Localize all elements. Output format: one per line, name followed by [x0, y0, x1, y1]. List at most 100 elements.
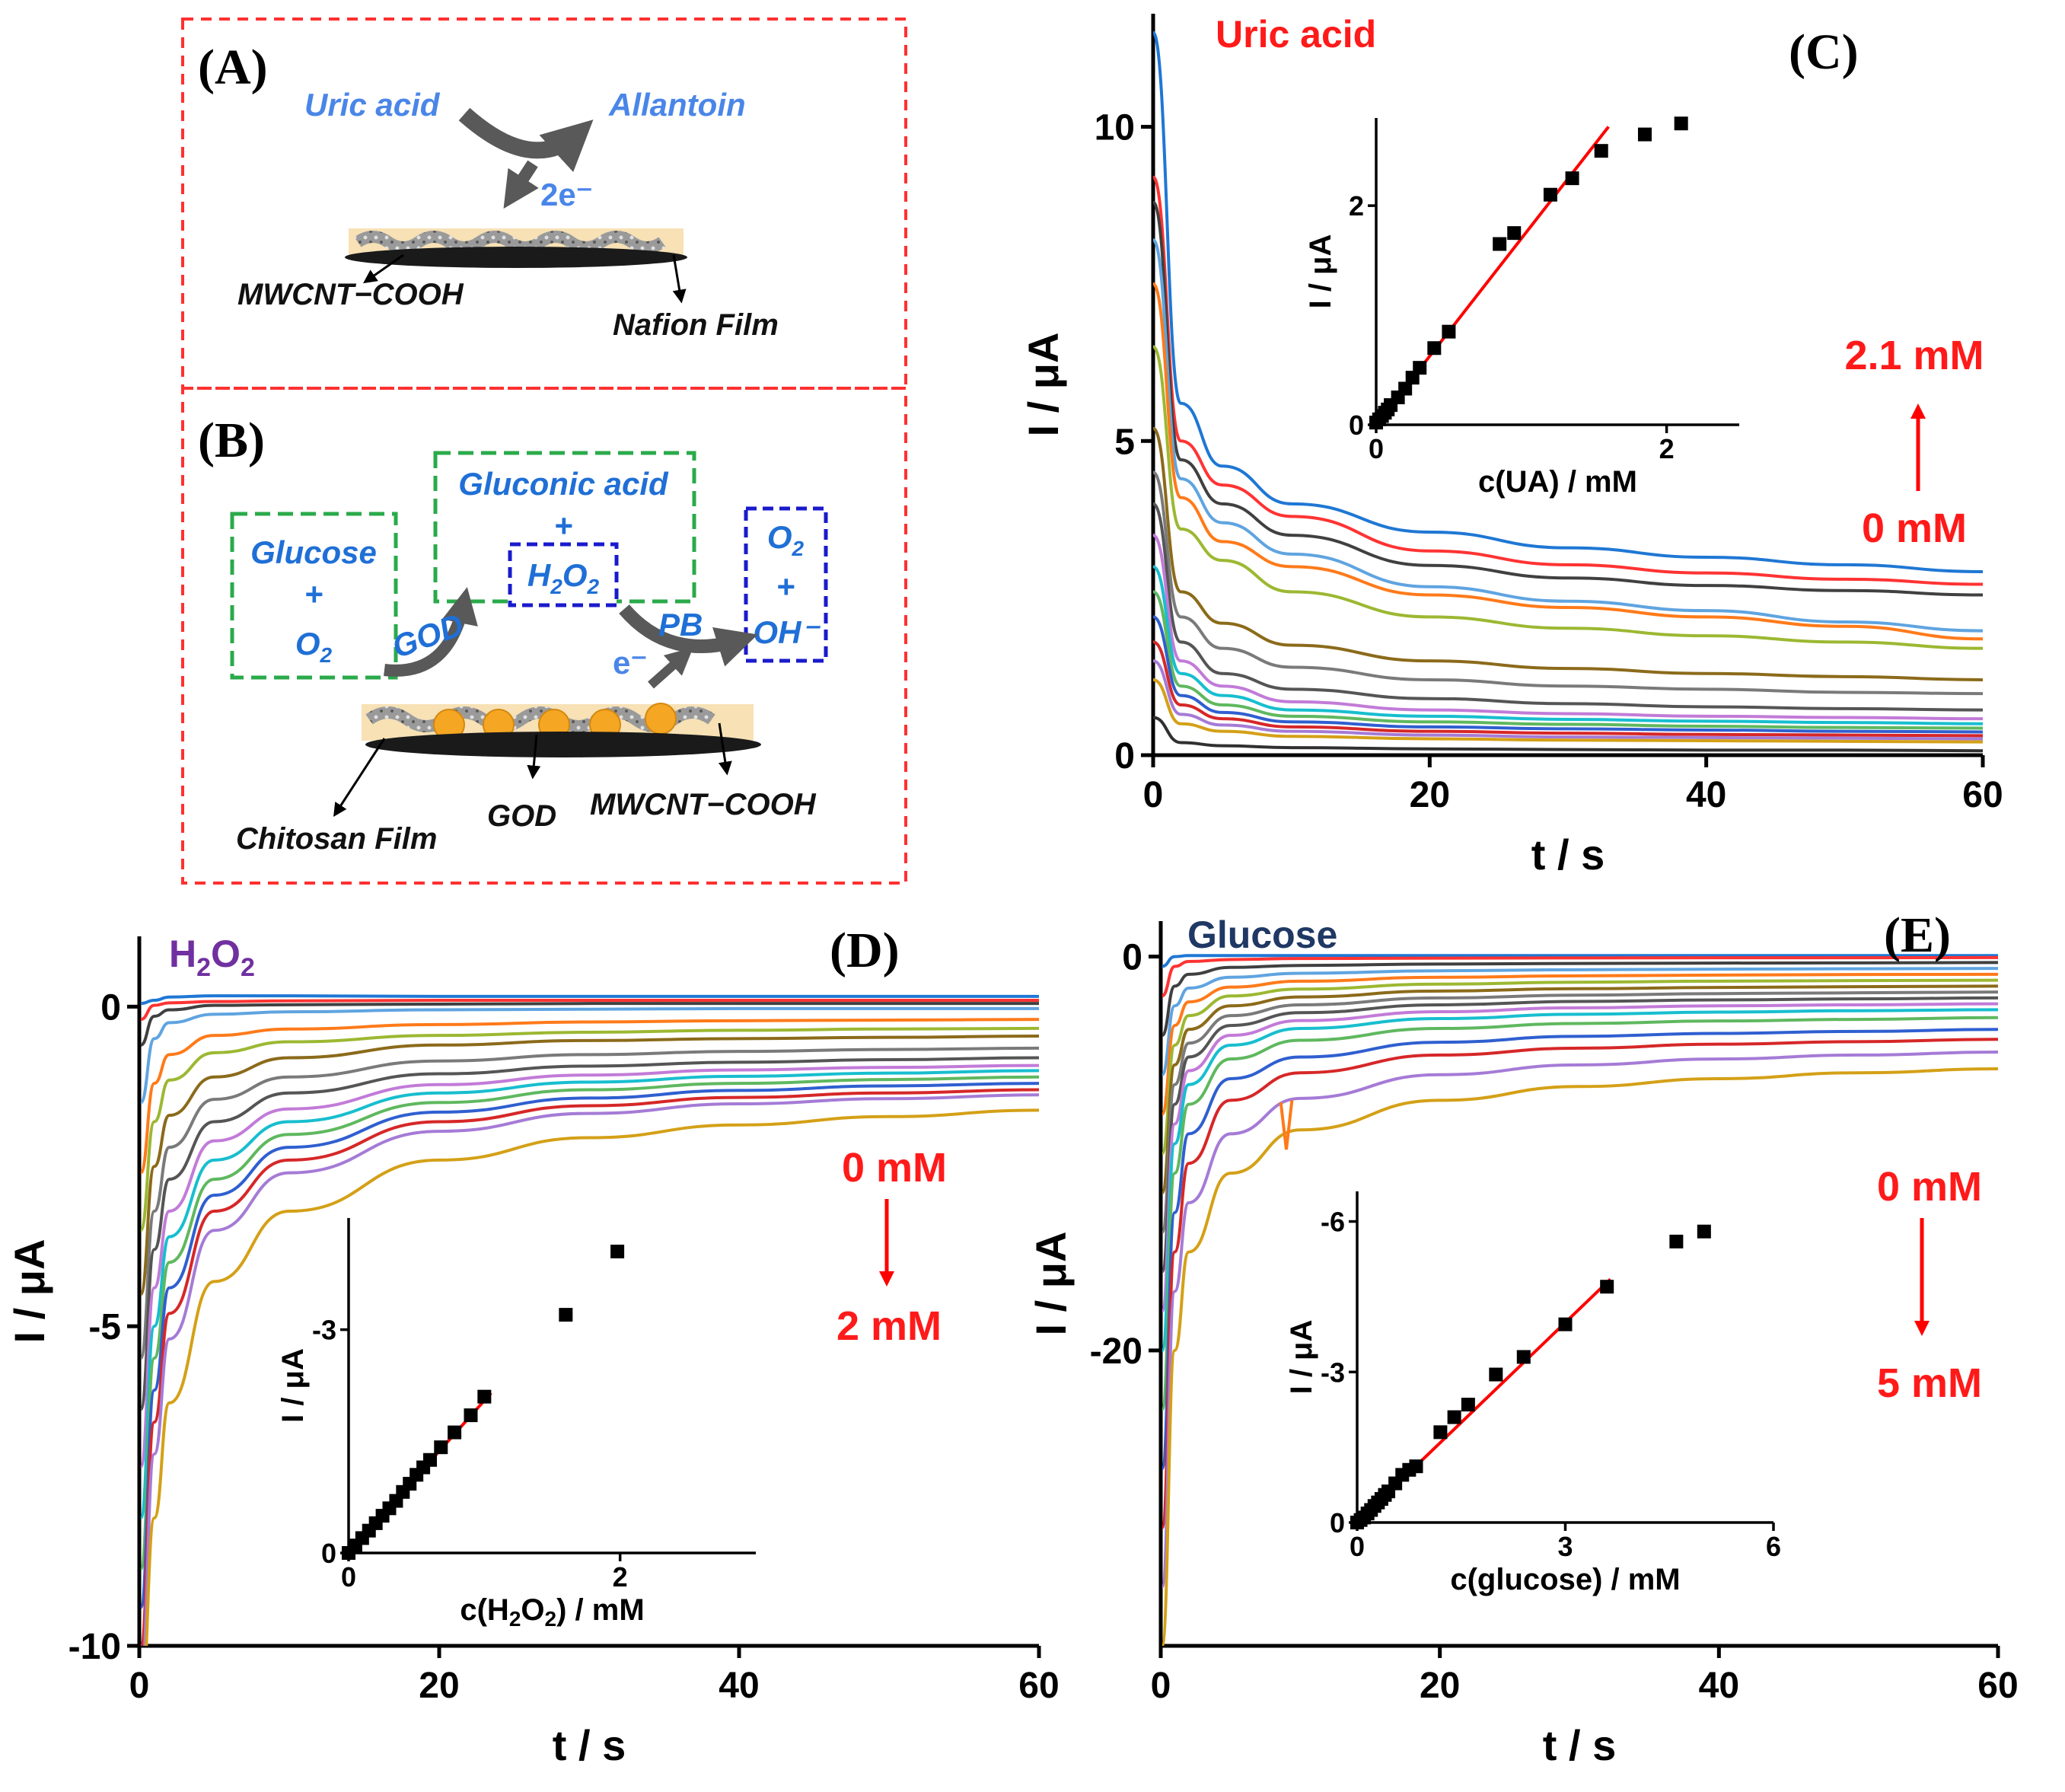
box-h2o2-text: H2O2	[527, 557, 600, 598]
x-axis-label: t / s	[1531, 831, 1605, 878]
label-electron: e⁻	[613, 645, 648, 681]
panel-label-a: (A)	[198, 40, 268, 95]
series-line	[1161, 961, 1998, 1038]
series-line	[139, 1082, 1039, 1609]
y-tick-label: -6	[1321, 1207, 1345, 1238]
arrow-electron	[648, 647, 693, 689]
panel-label-c: (C)	[1789, 24, 1859, 80]
data-point	[1669, 1234, 1684, 1248]
arrow-god	[384, 587, 478, 677]
pointer-chitosan	[333, 738, 386, 818]
series-line	[140, 1002, 1039, 1047]
pointer-god	[527, 734, 541, 780]
y-tick-label: -20	[1090, 1331, 1142, 1372]
series-line	[1161, 1028, 1998, 1471]
panel-c-conc-low: 0 mM	[1862, 505, 1967, 551]
x-tick-label: 2	[613, 1561, 628, 1593]
x-tick-label: 40	[1699, 1666, 1739, 1706]
box-o2-oh	[744, 506, 828, 663]
series-line	[1161, 972, 1998, 1116]
x-tick-label: 60	[1962, 775, 2003, 815]
chart-c-inset: 0 2 0 2 c(UA) / mM I / μA	[1304, 116, 1739, 499]
scheme-b-frame	[181, 387, 907, 885]
x-tick-label: 60	[1018, 1666, 1059, 1706]
x-axis-label: c(UA) / mM	[1478, 465, 1637, 499]
y-tick-label: 0	[321, 1538, 336, 1569]
scheme-a-reactant: Uric acid	[304, 87, 441, 123]
x-axis-label: t / s	[1543, 1721, 1616, 1769]
scheme-a-frame	[181, 18, 907, 390]
series-line	[1161, 1038, 1998, 1529]
y-tick-label: 10	[1095, 108, 1135, 148]
y-tick-label: 0	[1122, 938, 1142, 978]
box-glucose-line1: Glucose	[250, 534, 377, 570]
x-axis-label: c(H2O2) / mM	[460, 1593, 644, 1631]
y-tick-label: 5	[1114, 422, 1135, 462]
data-point	[1637, 127, 1652, 142]
series-line	[145, 1108, 1039, 1646]
chart-d-main: 0 20 40 60-10-50t / sI / μA	[5, 936, 1060, 1769]
data-point	[1442, 324, 1456, 339]
x-tick-label: 6	[1766, 1531, 1781, 1562]
series-group	[139, 994, 1039, 1646]
panel-e-analyte: Glucose	[1187, 914, 1337, 956]
x-tick-label: 60	[1977, 1666, 2018, 1706]
box-o2-line2: +	[776, 569, 795, 604]
series-line	[1161, 1051, 1998, 1589]
y-tick-label: -5	[88, 1307, 121, 1347]
scheme-a-pointer-right	[672, 254, 687, 304]
data-point	[559, 1308, 573, 1322]
data-point	[1558, 1317, 1573, 1331]
series-line	[1161, 996, 1998, 1274]
data-point	[1433, 1425, 1448, 1440]
scheme-a-electron-arrow	[503, 160, 539, 209]
series-line	[139, 1088, 1039, 1646]
scheme-a-pointer-left	[363, 253, 404, 284]
x-tick-label: 40	[1686, 775, 1726, 815]
data-point	[1507, 226, 1522, 241]
scheme-a-electrons: 2e⁻	[540, 177, 593, 212]
box-glucose-line2: +	[304, 576, 323, 612]
data-point	[434, 1440, 448, 1455]
x-tick-label: 20	[419, 1666, 459, 1706]
label-cnt-b: MWCNT−COOH	[590, 788, 817, 821]
scheme-a: (A) Uric acid Allantoin 2e⁻ MWCNT−COOH N…	[181, 18, 907, 390]
panel-c-conc-high: 2.1 mM	[1844, 333, 1984, 378]
y-tick-label: -3	[1321, 1357, 1345, 1388]
series-line	[1153, 534, 1983, 721]
y-axis-label: I / μA	[1304, 234, 1337, 309]
panel-label-b: (B)	[198, 413, 265, 468]
panel-d-conc-end: 2 mM	[837, 1303, 942, 1349]
x-tick-label: 0	[1151, 1666, 1171, 1706]
series-line	[1161, 990, 1998, 1234]
series-line	[1161, 984, 1998, 1194]
series-line	[1161, 1016, 1998, 1411]
x-tick-label: 40	[719, 1666, 759, 1706]
data-point	[423, 1452, 437, 1467]
series-line	[1162, 954, 1998, 968]
box-glucose-line3: O2	[295, 626, 333, 667]
series-line	[1153, 678, 1983, 744]
series-group	[1161, 954, 1998, 1646]
y-axis-label: I / μA	[5, 1239, 53, 1344]
box-o2-line1: O2	[767, 519, 805, 560]
series-line	[1161, 955, 1998, 998]
series-line	[1153, 716, 1983, 753]
series-line	[1153, 426, 1983, 681]
series-line	[1153, 615, 1983, 734]
x-tick-label: 0	[1350, 1531, 1365, 1562]
series-line	[139, 1006, 1039, 1105]
y-tick-label: -10	[69, 1627, 121, 1667]
series-line	[143, 1093, 1039, 1646]
x-tick-label: 20	[1410, 775, 1450, 815]
series-line	[1161, 1008, 1998, 1352]
series-line	[139, 1046, 1039, 1360]
panel-e-conc-start: 0 mM	[1877, 1164, 1982, 1210]
series-line	[1153, 470, 1983, 696]
panel-d-analyte: H2O2	[169, 933, 255, 982]
series-line	[1161, 1067, 1998, 1646]
